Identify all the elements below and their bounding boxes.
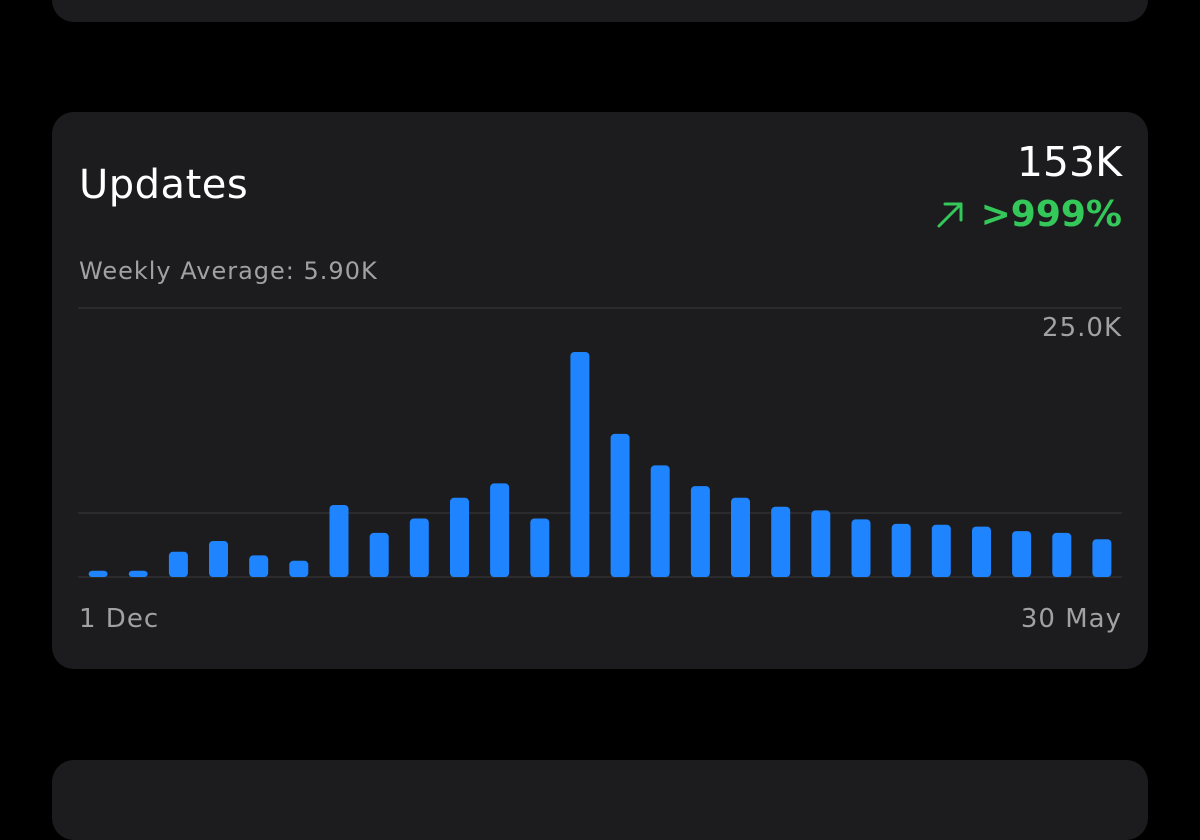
bar-20[interactable] (851, 519, 871, 577)
bar-23[interactable] (972, 526, 991, 577)
card-previous (52, 0, 1148, 22)
bar-series (88, 352, 1112, 578)
bar-18[interactable] (771, 506, 791, 577)
bar-22[interactable] (931, 524, 951, 577)
bar-17[interactable] (731, 497, 750, 577)
bar-16[interactable] (690, 486, 710, 577)
card-title: Updates (79, 162, 249, 208)
bar-6[interactable] (289, 560, 309, 577)
bar-11[interactable] (490, 483, 510, 577)
x-end-label: 30 May (1020, 604, 1122, 634)
bar-2[interactable] (128, 570, 148, 577)
card-next (52, 760, 1148, 840)
x-start-label: 1 Dec (79, 604, 160, 634)
bar-25[interactable] (1052, 532, 1072, 577)
bar-4[interactable] (209, 541, 228, 577)
bar-3[interactable] (168, 551, 188, 577)
bar-24[interactable] (1012, 531, 1032, 577)
change-percent: >999% (980, 194, 1122, 235)
updates-card[interactable]: 25.0K Updates 153K >999% Weekly Average:… (52, 112, 1148, 669)
total-value: 153K (1016, 138, 1122, 186)
bar-26[interactable] (1092, 539, 1112, 577)
y-max-tick-label: 25.0K (1042, 313, 1122, 343)
bar-13[interactable] (570, 352, 590, 577)
bar-14[interactable] (610, 433, 630, 577)
bar-5[interactable] (249, 555, 269, 577)
change-indicator: >999% (933, 194, 1122, 235)
bar-8[interactable] (369, 532, 389, 577)
bar-15[interactable] (650, 465, 670, 577)
bar-7[interactable] (329, 505, 349, 577)
bar-10[interactable] (450, 497, 469, 577)
bar-19[interactable] (811, 510, 831, 577)
bar-1[interactable] (88, 570, 108, 577)
arrow-up-right-icon (937, 202, 963, 227)
bar-9[interactable] (409, 518, 429, 578)
bar-21[interactable] (891, 523, 911, 577)
updates-bar-chart: 25.0K (78, 307, 1122, 578)
weekly-average: Weekly Average: 5.90K (79, 257, 378, 285)
bar-12[interactable] (530, 518, 550, 578)
